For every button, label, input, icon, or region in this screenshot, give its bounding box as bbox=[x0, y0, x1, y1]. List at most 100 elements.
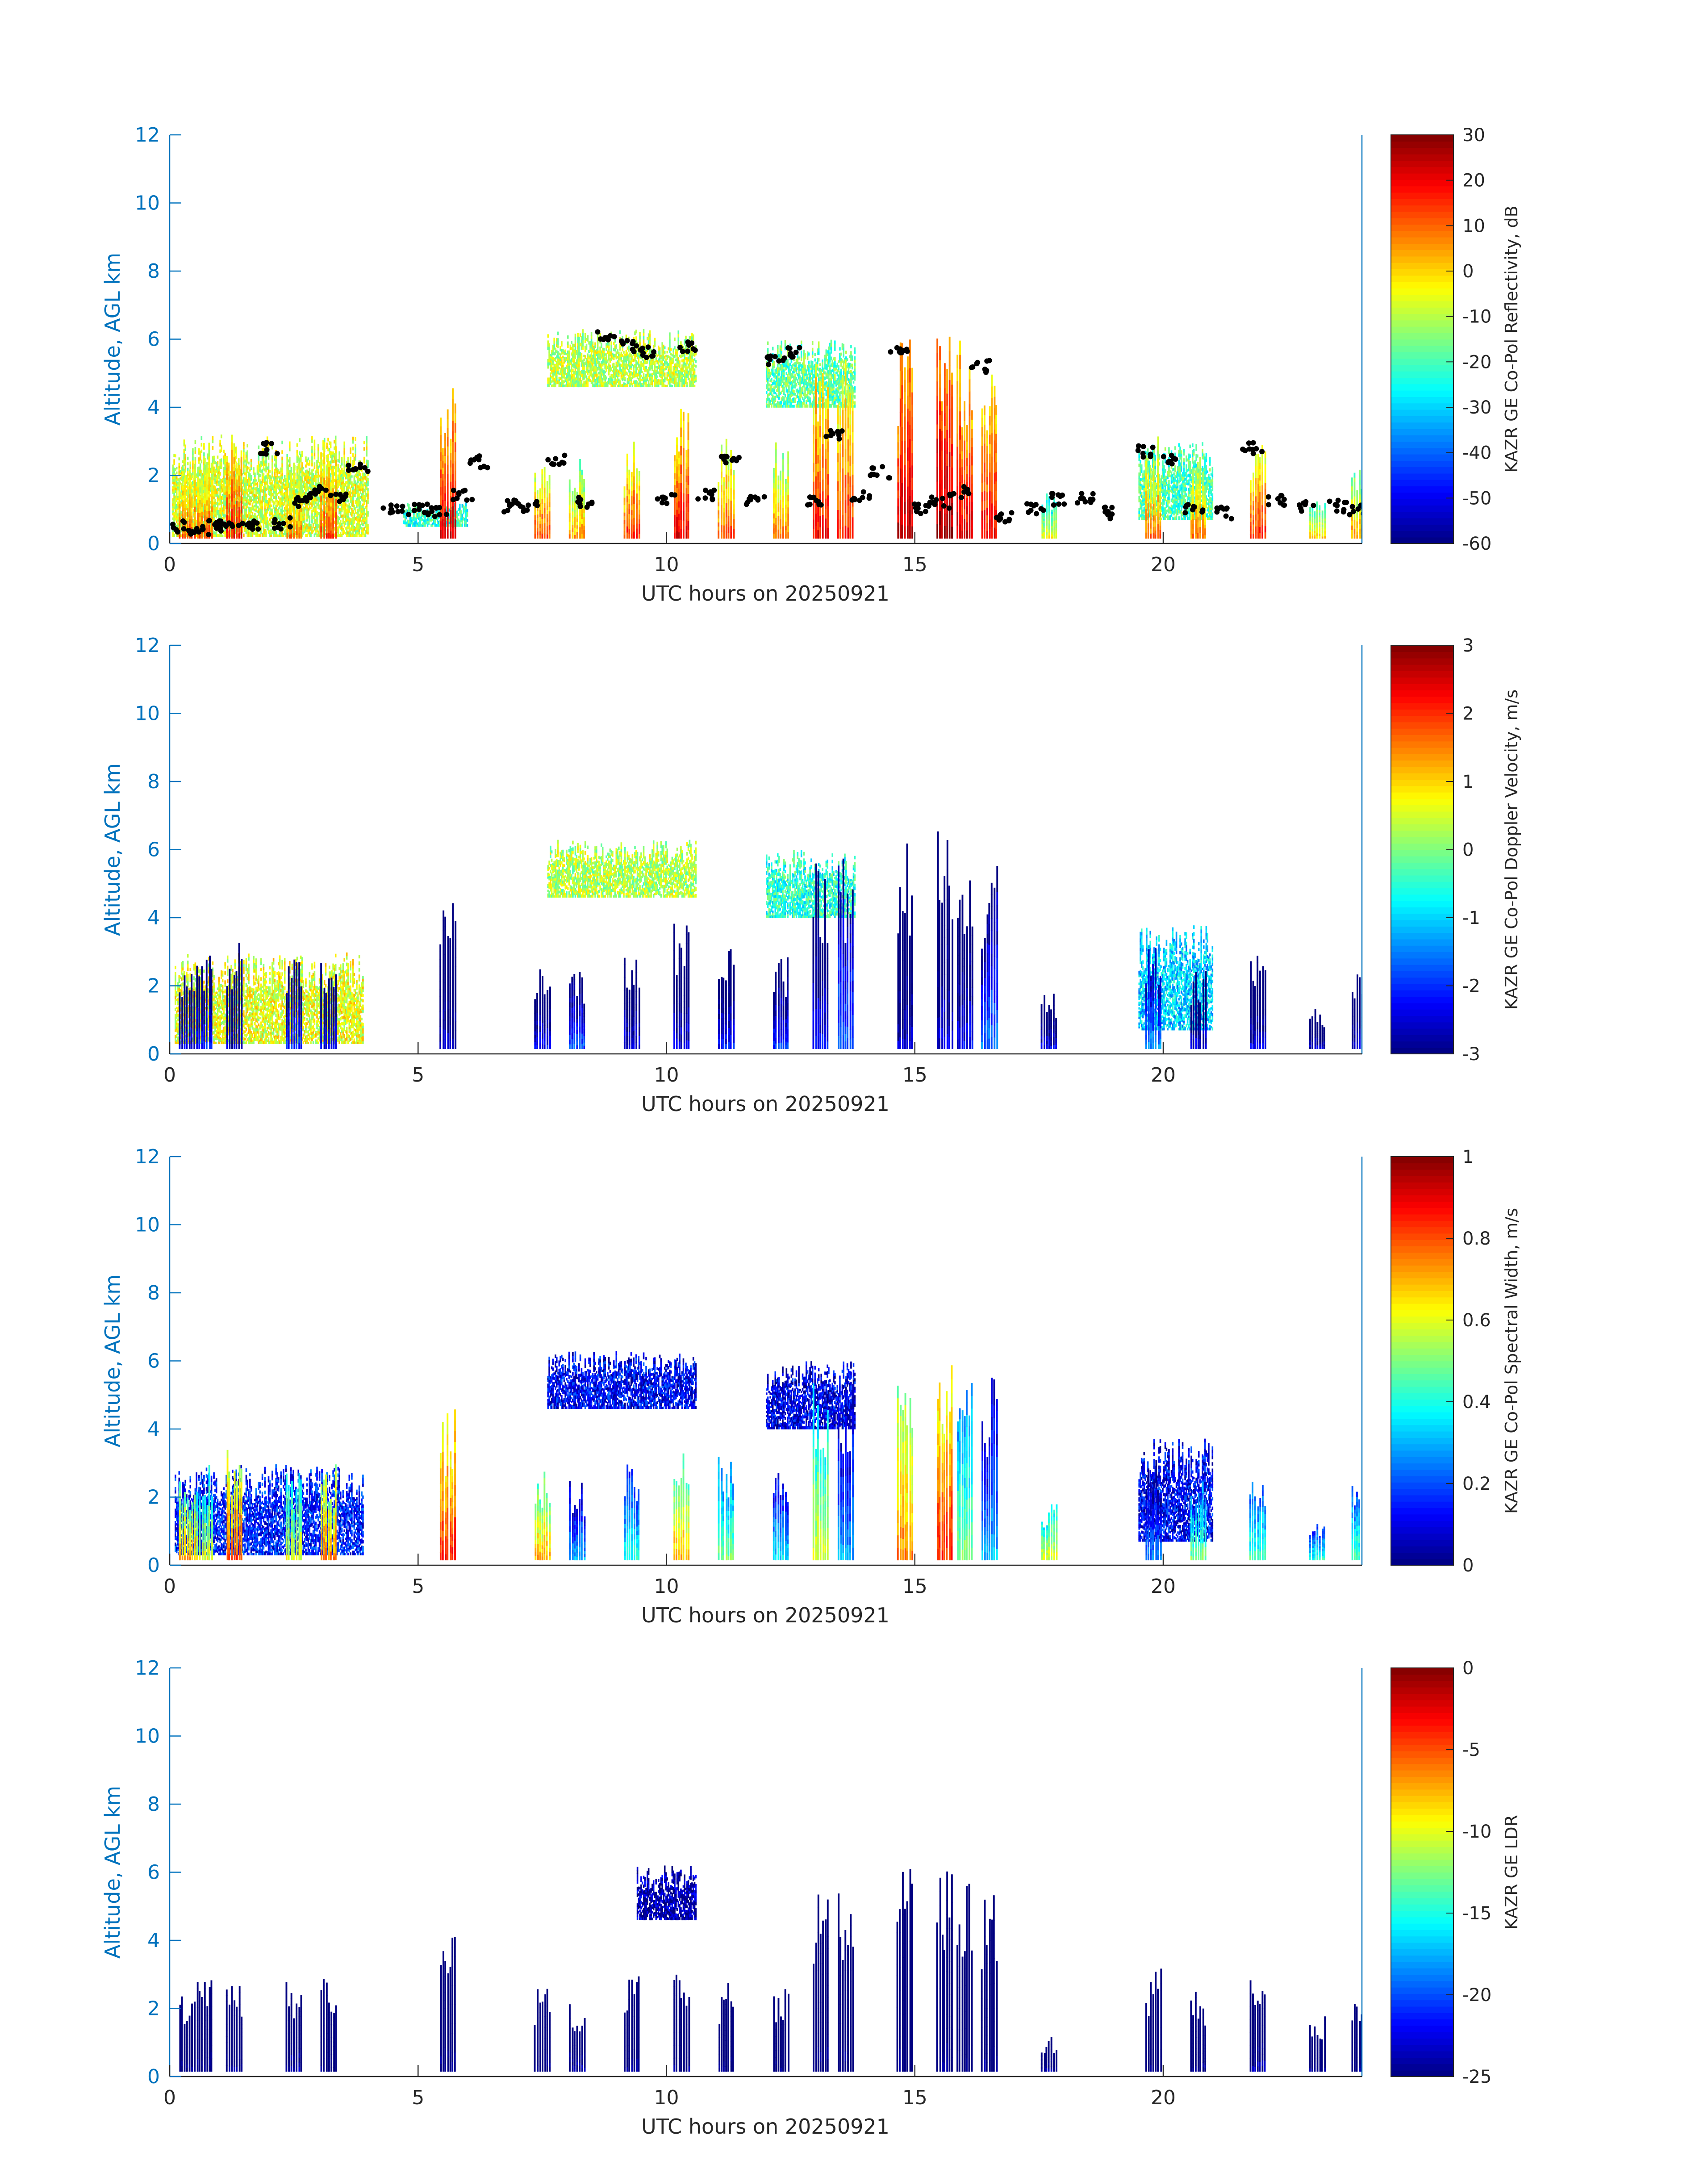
echo-cell bbox=[200, 460, 203, 464]
echo-cell bbox=[612, 363, 614, 366]
echo-cell bbox=[551, 384, 553, 388]
echo-cell bbox=[341, 523, 343, 526]
echo-cell bbox=[307, 502, 309, 506]
echo-cell bbox=[263, 514, 265, 518]
echo-cell bbox=[304, 519, 305, 522]
echo-cell bbox=[261, 489, 263, 493]
echo-cell bbox=[555, 382, 556, 385]
echo-cell bbox=[357, 532, 359, 535]
echo-cell bbox=[359, 509, 362, 512]
echo-cell bbox=[246, 469, 248, 473]
echo-cell bbox=[550, 380, 551, 383]
echo-cell bbox=[654, 343, 656, 347]
echo-cell bbox=[465, 513, 467, 517]
echo-cell bbox=[363, 489, 365, 493]
echo-cell bbox=[564, 349, 566, 352]
echo-cell bbox=[284, 502, 286, 506]
echo-cell bbox=[304, 530, 305, 533]
echo-cell bbox=[576, 371, 578, 374]
echo-cell bbox=[281, 456, 283, 460]
echo-cell bbox=[234, 486, 236, 489]
echo-cell bbox=[606, 381, 607, 385]
echo-cell bbox=[331, 457, 333, 460]
echo-cell bbox=[249, 534, 251, 537]
echo-cell bbox=[359, 534, 362, 537]
echo-cell bbox=[311, 483, 313, 487]
echo-cell bbox=[460, 512, 462, 515]
echo-cell bbox=[348, 517, 351, 520]
echo-cell bbox=[348, 529, 351, 532]
echo-cell bbox=[598, 378, 600, 381]
echo-cell bbox=[420, 515, 422, 519]
echo-cell bbox=[180, 472, 181, 475]
echo-cell bbox=[562, 355, 564, 359]
echo-cell bbox=[192, 481, 194, 484]
echo-cell bbox=[342, 485, 344, 489]
echo-cell bbox=[584, 349, 586, 353]
echo-cell bbox=[551, 367, 553, 370]
echo-cell bbox=[259, 513, 261, 516]
echo-cell bbox=[274, 515, 276, 518]
echo-cell bbox=[175, 513, 178, 516]
echo-cell bbox=[340, 475, 342, 478]
echo-cell bbox=[181, 492, 183, 495]
echo-cell bbox=[622, 378, 623, 381]
echo-cell bbox=[357, 508, 359, 511]
echo-cell bbox=[193, 480, 195, 482]
echo-cell bbox=[270, 482, 272, 485]
echo-cell bbox=[631, 357, 634, 360]
echo-cell bbox=[631, 376, 634, 379]
echo-cell bbox=[618, 383, 620, 385]
echo-cell bbox=[242, 488, 243, 491]
echo-cell bbox=[192, 484, 194, 487]
echo-cell bbox=[606, 353, 607, 356]
echo-cell bbox=[571, 367, 572, 370]
echo-cell bbox=[312, 477, 314, 481]
echo-cell bbox=[615, 364, 618, 367]
echo-cell bbox=[218, 510, 220, 513]
echo-cell bbox=[566, 359, 568, 361]
echo-cell bbox=[280, 504, 282, 507]
echo-cell bbox=[276, 511, 278, 514]
echo-cell bbox=[342, 517, 344, 519]
echo-cell bbox=[606, 348, 607, 351]
echo-cell bbox=[594, 353, 596, 356]
echo-cell bbox=[552, 372, 554, 375]
echo-cell bbox=[244, 472, 246, 476]
echo-cell bbox=[348, 493, 351, 496]
echo-cell bbox=[243, 451, 245, 455]
echo-cell bbox=[311, 469, 313, 473]
echo-cell bbox=[569, 382, 572, 385]
echo-cell bbox=[285, 499, 287, 502]
echo-cell bbox=[582, 329, 584, 333]
echo-cell bbox=[346, 473, 348, 476]
echo-cell bbox=[574, 337, 576, 340]
echo-cell bbox=[357, 527, 359, 530]
echo-cell bbox=[572, 356, 574, 359]
echo-cell bbox=[583, 383, 585, 385]
echo-cell bbox=[271, 493, 273, 497]
echo-cell bbox=[555, 350, 556, 353]
echo-cell bbox=[280, 476, 282, 480]
echo-cell bbox=[272, 506, 275, 509]
echo-cell bbox=[593, 358, 595, 362]
echo-cell bbox=[250, 464, 252, 468]
echo-cell bbox=[251, 498, 254, 501]
echo-cell bbox=[271, 480, 273, 484]
echo-cell bbox=[213, 458, 215, 462]
echo-cell bbox=[351, 497, 353, 501]
echo-cell bbox=[448, 523, 450, 527]
echo-cell bbox=[424, 515, 426, 518]
echo-cell bbox=[552, 352, 554, 355]
echo-cell bbox=[175, 468, 176, 471]
echo-cell bbox=[350, 506, 351, 510]
echo-cell bbox=[610, 377, 612, 381]
echo-cell bbox=[338, 468, 340, 472]
echo-cell bbox=[243, 514, 245, 518]
echo-cell bbox=[609, 382, 611, 385]
echo-cell bbox=[223, 505, 225, 508]
echo-cell bbox=[574, 340, 576, 343]
echo-cell bbox=[347, 518, 349, 521]
echo-cell bbox=[556, 372, 558, 376]
echo-cell bbox=[579, 380, 581, 384]
